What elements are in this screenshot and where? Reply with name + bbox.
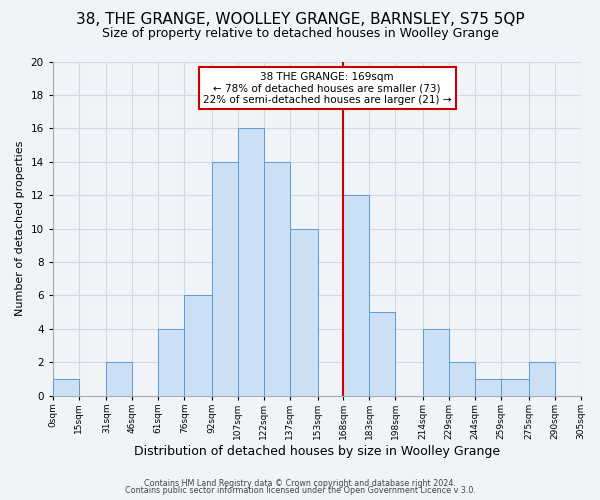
Bar xyxy=(212,162,238,396)
Bar xyxy=(264,162,290,396)
Bar xyxy=(158,329,184,396)
Y-axis label: Number of detached properties: Number of detached properties xyxy=(15,141,25,316)
Bar xyxy=(343,195,370,396)
Bar xyxy=(370,312,395,396)
Bar xyxy=(290,228,317,396)
X-axis label: Distribution of detached houses by size in Woolley Grange: Distribution of detached houses by size … xyxy=(134,444,500,458)
Text: Contains public sector information licensed under the Open Government Licence v : Contains public sector information licen… xyxy=(125,486,475,495)
Bar xyxy=(423,329,449,396)
Bar xyxy=(449,362,475,396)
Bar xyxy=(184,296,212,396)
Bar xyxy=(475,379,501,396)
Bar xyxy=(529,362,554,396)
Text: 38 THE GRANGE: 169sqm
← 78% of detached houses are smaller (73)
22% of semi-deta: 38 THE GRANGE: 169sqm ← 78% of detached … xyxy=(203,72,451,104)
Bar xyxy=(501,379,529,396)
Bar xyxy=(238,128,264,396)
Bar xyxy=(53,379,79,396)
Text: Contains HM Land Registry data © Crown copyright and database right 2024.: Contains HM Land Registry data © Crown c… xyxy=(144,478,456,488)
Text: Size of property relative to detached houses in Woolley Grange: Size of property relative to detached ho… xyxy=(101,28,499,40)
Text: 38, THE GRANGE, WOOLLEY GRANGE, BARNSLEY, S75 5QP: 38, THE GRANGE, WOOLLEY GRANGE, BARNSLEY… xyxy=(76,12,524,28)
Bar xyxy=(106,362,133,396)
